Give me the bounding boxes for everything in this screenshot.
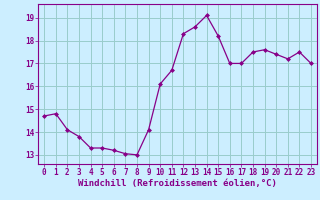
X-axis label: Windchill (Refroidissement éolien,°C): Windchill (Refroidissement éolien,°C): [78, 179, 277, 188]
